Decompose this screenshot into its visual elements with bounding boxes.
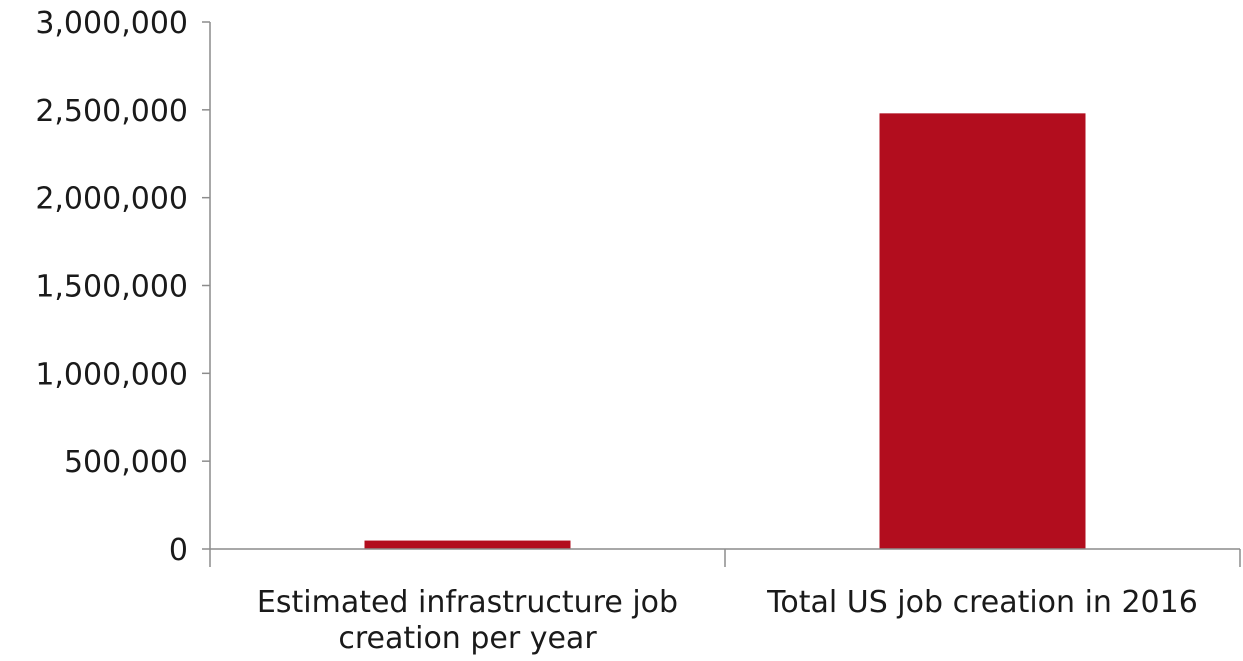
y-axis: 0 500,000 1,000,000 1,500,000 2,000,000 2,500… [35, 6, 211, 568]
y-tick-label: 1,000,000 [35, 357, 188, 392]
x-axis: Estimated infrastructure job creation per… [209, 548, 1241, 656]
x-category-label-line: Estimated infrastructure job [257, 585, 678, 620]
y-tick-label: 500,000 [64, 445, 188, 480]
x-category-label: Estimated infrastructure job creation per… [257, 585, 678, 656]
y-tick-label: 2,000,000 [35, 182, 188, 217]
y-tick-label: 0 [169, 533, 188, 568]
bars [364, 113, 1086, 549]
x-category-label: Total US job creation in 2016 [766, 585, 1198, 620]
y-tick-label: 2,500,000 [35, 94, 188, 129]
bar [364, 540, 571, 549]
y-tick-label: 3,000,000 [35, 6, 188, 41]
x-category-label-line: Total US job creation in 2016 [766, 585, 1198, 620]
y-tick-label: 1,500,000 [35, 270, 188, 305]
bar [879, 113, 1086, 549]
x-category-label-line: creation per year [338, 621, 597, 656]
